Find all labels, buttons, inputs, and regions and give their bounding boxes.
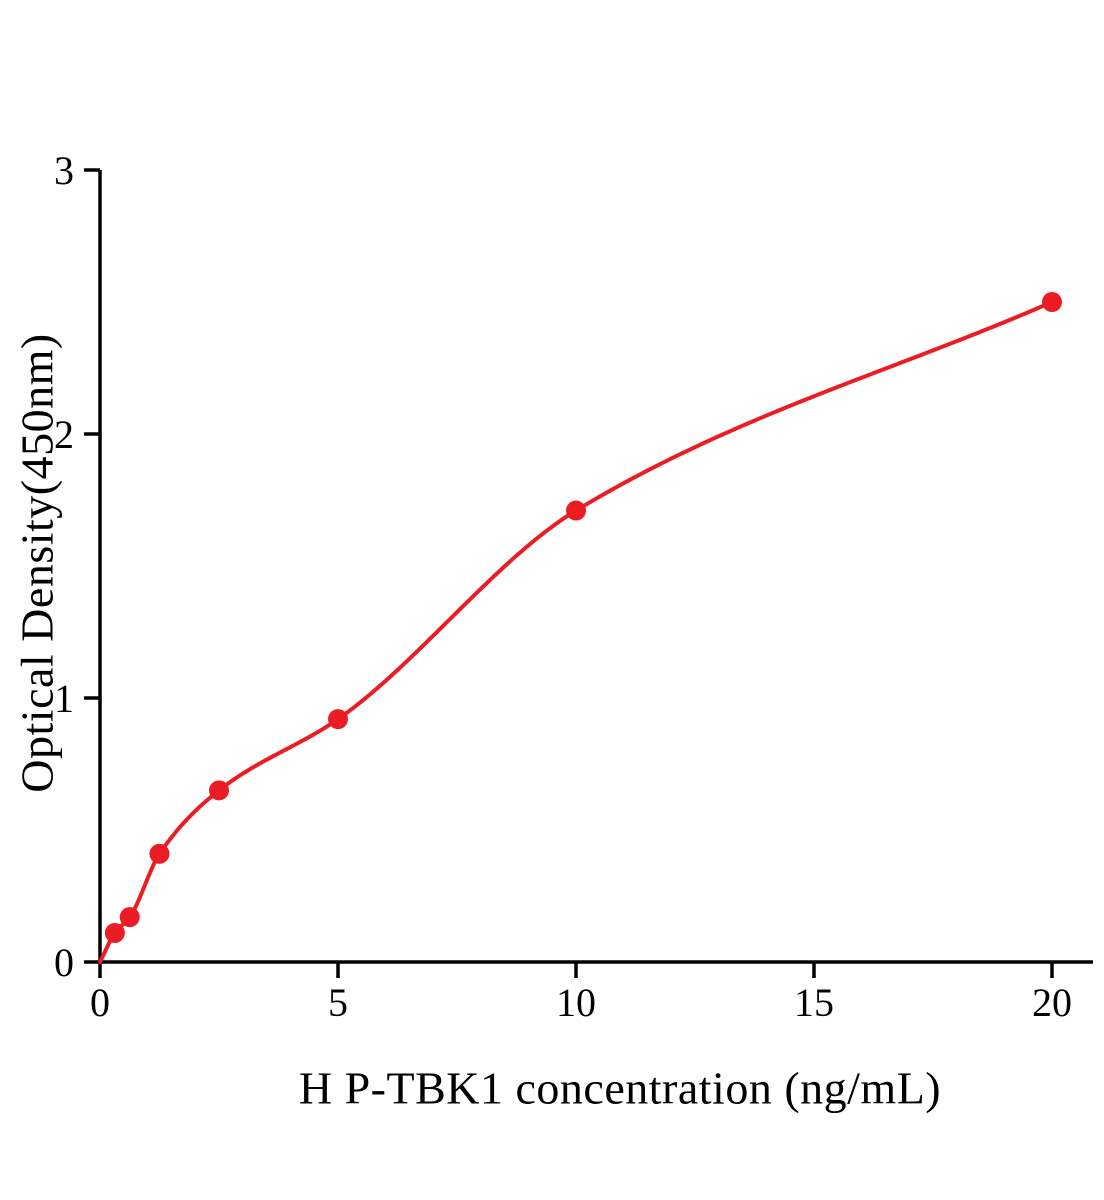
x-tick-label: 15: [794, 980, 834, 1025]
fit-curve: [98, 300, 1054, 964]
x-tick-label: 20: [1032, 980, 1072, 1025]
y-tick-label: 1: [54, 676, 74, 721]
x-tick-label: 10: [556, 980, 596, 1025]
data-point: [1042, 292, 1062, 312]
data-point: [104, 922, 125, 943]
y-tick-label: 3: [54, 148, 74, 193]
y-tick-label: 2: [54, 412, 74, 457]
data-point: [566, 500, 586, 521]
data-point: [119, 907, 140, 928]
data-point: [328, 709, 348, 730]
y-axis-title: Optical Density(450nm): [11, 333, 63, 793]
x-tick-label: 0: [90, 980, 110, 1025]
x-tick-label: 5: [328, 980, 348, 1025]
y-tick-label: 0: [54, 940, 74, 985]
x-axis-title: H P-TBK1 concentration (ng/mL): [298, 1062, 942, 1114]
axes: [98, 170, 1093, 964]
data-point: [149, 843, 170, 864]
data-point: [209, 780, 229, 801]
